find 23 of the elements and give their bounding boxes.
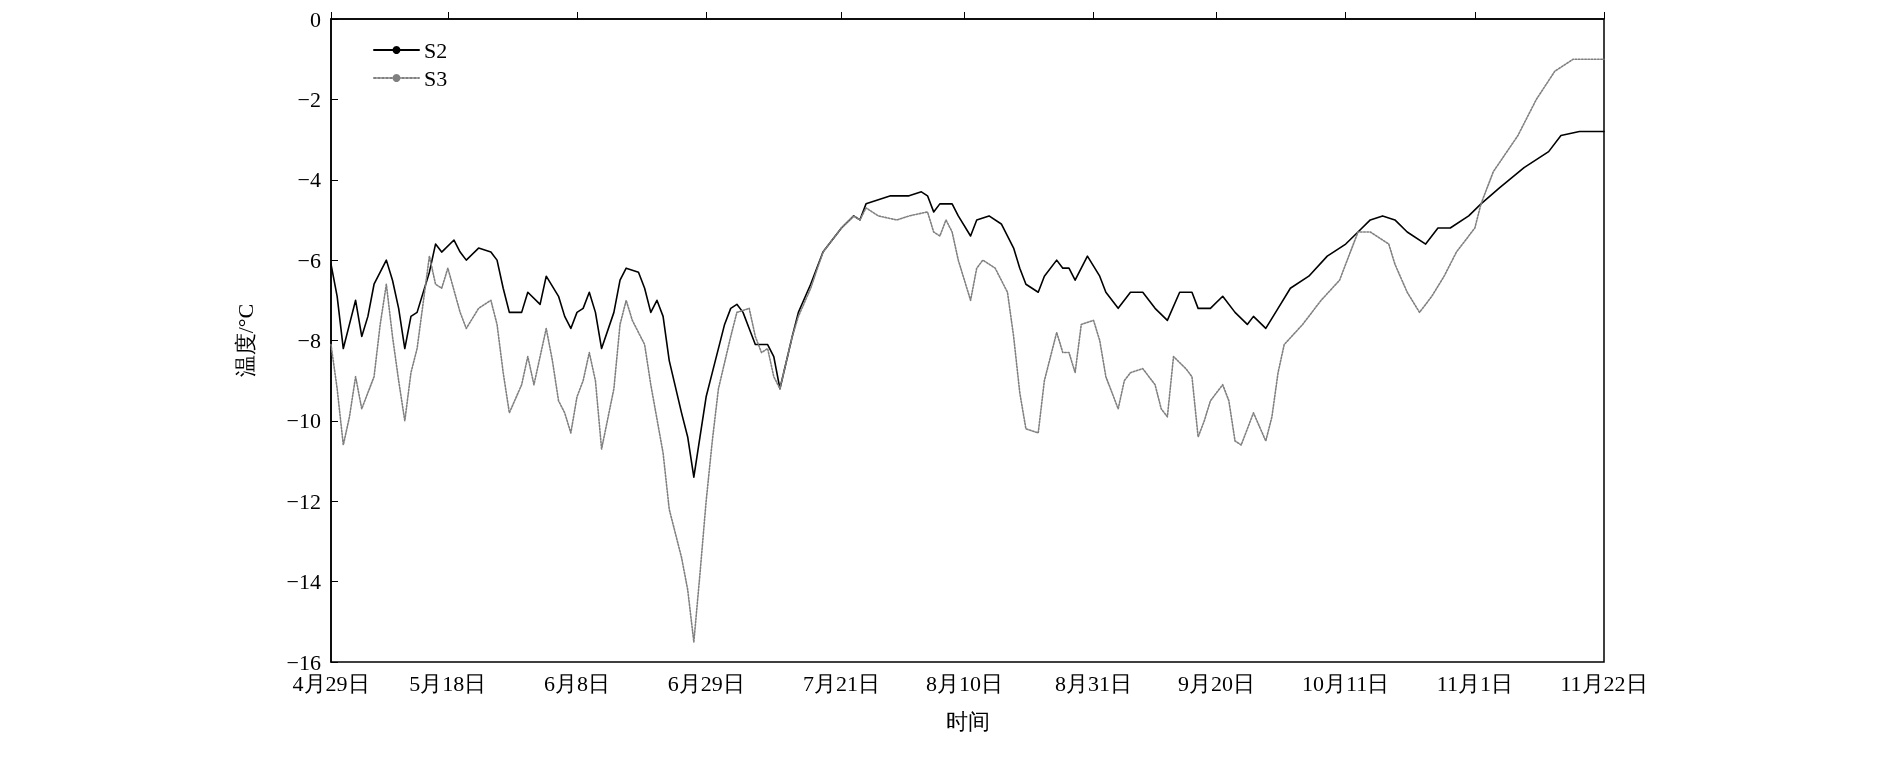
y-tick-label: −4 [297,167,321,193]
x-tick-label: 8月31日 [1055,670,1133,696]
x-tick-label: 6月8日 [543,670,610,696]
y-axis-title: 温度/°C [232,303,258,378]
y-tick-label: −8 [297,328,321,353]
x-tick-label: 8月10日 [925,670,1003,696]
y-tick-label: −6 [297,247,321,273]
y-tick-label: −12 [286,488,321,514]
x-tick-label: 9月20日 [1178,670,1256,696]
legend-label: S3 [424,65,448,91]
y-tick-label: −2 [297,86,321,112]
x-tick-label: 11月22日 [1560,670,1648,696]
line-series [330,58,1605,643]
y-tick-label: 0 [310,6,321,32]
x-tick-label: 5月18日 [409,670,487,696]
legend-label: S2 [424,37,448,63]
x-axis-title: 时间 [945,708,990,734]
y-tick-label: −14 [286,569,321,595]
x-tick-label: 6月29日 [667,670,745,696]
x-tick-label: 7月21日 [802,670,880,696]
x-tick-label: 11月1日 [1436,670,1513,696]
x-tick-label: 10月11日 [1302,670,1390,696]
y-tick-label: −10 [286,408,321,434]
